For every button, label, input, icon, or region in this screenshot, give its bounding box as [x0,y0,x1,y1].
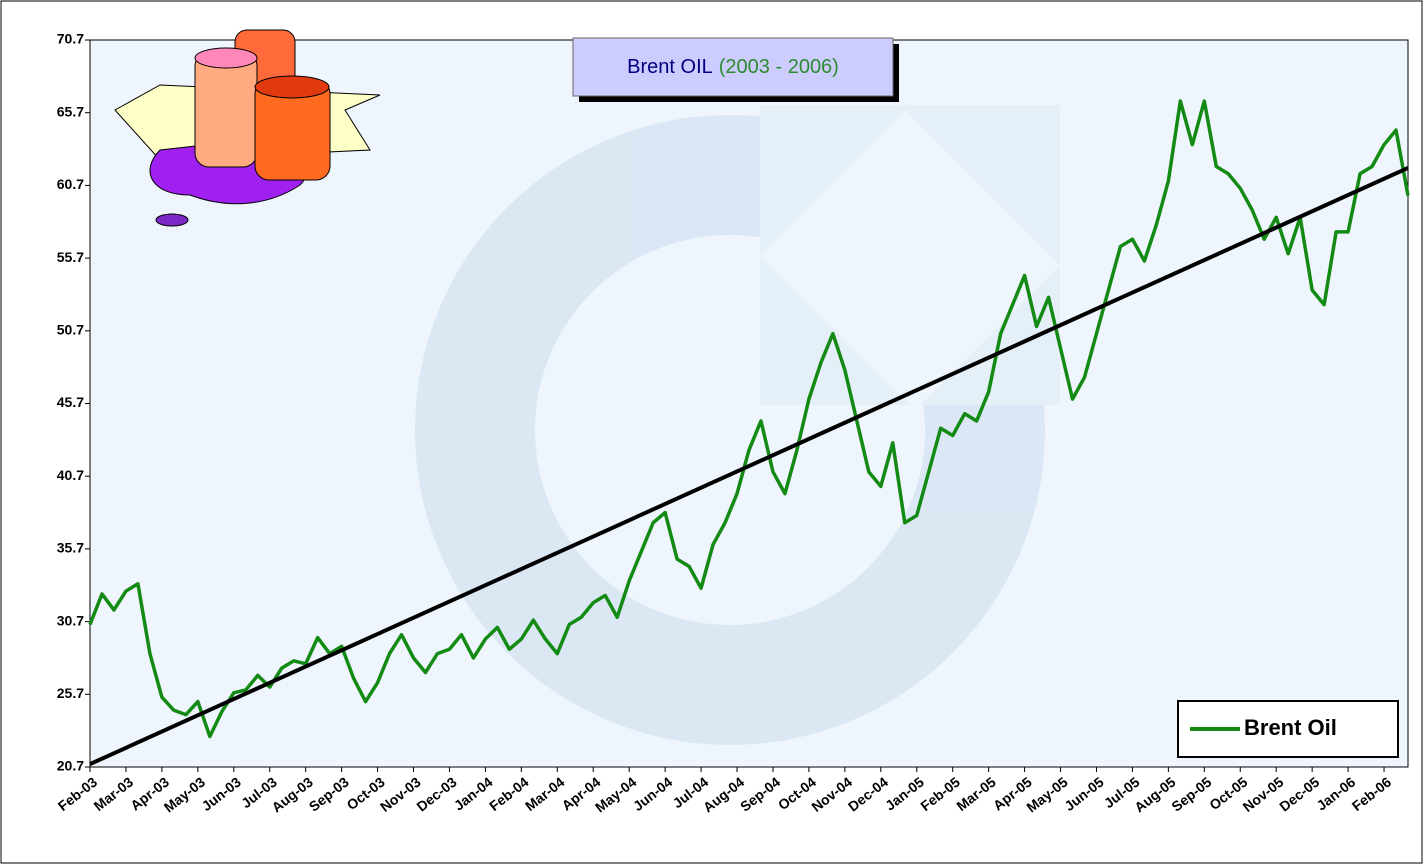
y-tick-label: 35.7 [57,540,84,556]
chart-title: Brent OIL (2003 - 2006) [627,56,839,78]
watermark-square [760,105,1060,405]
y-tick-label: 45.7 [57,394,84,410]
watermark [415,105,1060,745]
clipart-barrel [194,51,258,168]
legend-label: Brent Oil [1244,715,1337,740]
watermark-diamond [760,110,1060,410]
clipart-barrel-top [194,47,258,69]
title-box [572,37,894,97]
watermark-ring [415,115,1045,745]
data-line [88,99,1410,739]
y-tick-label: 50.7 [57,322,84,338]
barrels-clipart [114,29,381,227]
clipart-barrel-top [254,75,330,99]
y-tick-label: 55.7 [57,249,84,265]
trend-line [89,166,1409,766]
y-tick-label: 20.7 [57,758,84,774]
title-text: Brent OIL [627,56,713,78]
y-tick-label: 60.7 [57,176,84,192]
y-tick-label: 65.7 [57,103,84,119]
subtitle-text: (2003 - 2006) [719,56,839,78]
y-tick-label: 30.7 [57,612,84,628]
y-tick-label: 70.7 [57,31,84,47]
y-tick-label: 25.7 [57,685,84,701]
y-tick-label: 40.7 [57,467,84,483]
clipart-drop [155,213,189,227]
